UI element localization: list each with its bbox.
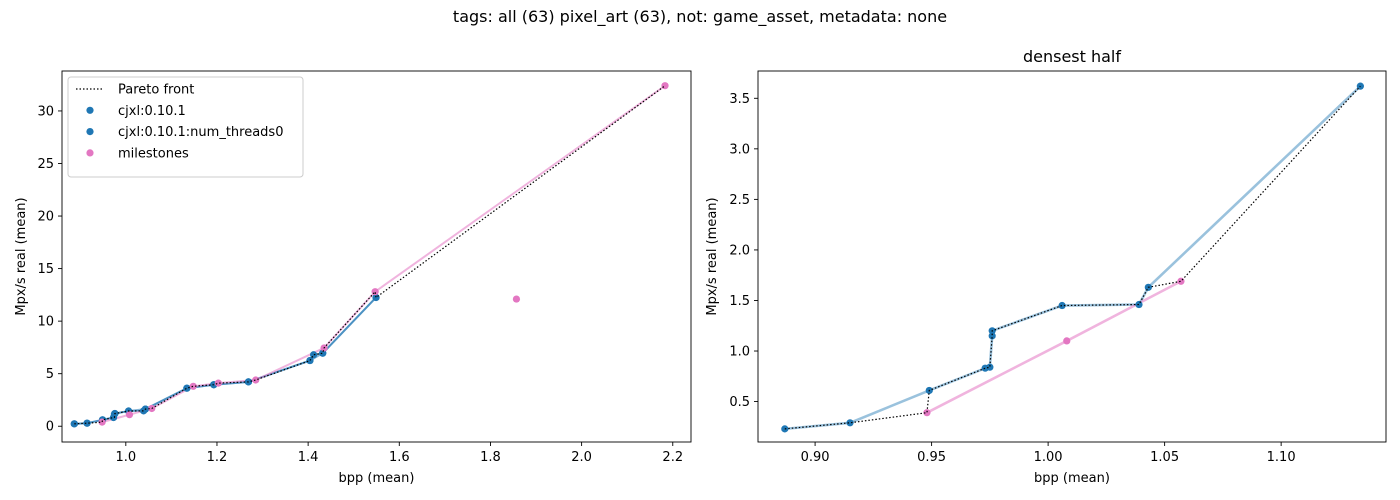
series-line-cjxl-0-10-1-num-threads0	[74, 296, 377, 425]
x-tick-label: 1.6	[389, 450, 410, 465]
y-tick-label: 2.5	[729, 193, 750, 208]
x-tick-label: 2.0	[571, 450, 592, 465]
x-tick-label: 1.4	[298, 450, 319, 465]
data-point-cjxl-0-10-1-num-threads0	[83, 419, 91, 427]
data-point-cjxl-0-10-1	[1135, 300, 1143, 309]
x-tick-label: 0.95	[917, 450, 946, 465]
data-point-cjxl-0-10-1	[986, 363, 994, 371]
legend-label: cjxl:0.10.1	[118, 104, 186, 119]
pareto-front-line	[784, 85, 1361, 430]
legend-swatch	[86, 106, 94, 114]
x-tick-label: 1.10	[1267, 450, 1296, 465]
y-tick-label: 30	[37, 104, 54, 119]
y-tick-label: 20	[37, 210, 54, 225]
axes-frame	[61, 70, 692, 443]
chart-title: densest half	[1023, 47, 1121, 66]
data-point-milestones	[1063, 337, 1071, 345]
y-tick-label: 0.5	[729, 395, 750, 410]
data-point-cjxl-0-10-1-num-threads0	[306, 356, 314, 365]
data-point-milestones	[923, 409, 931, 417]
x-tick-label: 1.8	[480, 450, 501, 465]
chart-panel-2: densest half 0.90 0.95 1.00 1.05 1.10 0.5 1.0 1.…	[705, 47, 1387, 486]
data-point-milestones	[189, 382, 197, 390]
y-tick-label: 0	[46, 420, 54, 435]
data-point-milestones	[661, 82, 669, 90]
y-tick-label: 5	[46, 367, 54, 382]
y-tick-label: 10	[37, 315, 54, 330]
data-point-milestones	[252, 376, 260, 384]
series-line-milestones	[926, 280, 1182, 414]
x-tick-label: 1.2	[207, 450, 228, 465]
y-tick-label: 15	[37, 262, 54, 277]
y-tick-label: 2.0	[729, 243, 750, 258]
y-tick-label: 1.5	[729, 294, 750, 309]
figure-title: tags: all (63) pixel_art (63), not: game…	[452, 7, 948, 26]
data-point-milestones	[98, 418, 106, 426]
data-point-cjxl-0-10-1-num-threads0	[183, 384, 191, 392]
y-axis-label: Mpx/s real (mean)	[14, 197, 29, 315]
y-tick-label: 3.5	[729, 92, 750, 107]
y-axis-label: Mpx/s real (mean)	[705, 197, 720, 315]
legend-label: milestones	[118, 146, 189, 161]
series-line-cjxl-0-10-1	[784, 85, 1362, 431]
x-tick-label: 1.0	[115, 450, 136, 465]
x-tick-label: 2.2	[662, 450, 683, 465]
legend-swatch	[86, 128, 94, 136]
y-tick-label: 1.0	[729, 345, 750, 360]
data-point-milestones	[512, 295, 521, 303]
data-point-cjxl-0-10-1	[846, 419, 854, 427]
pareto-front-line	[74, 85, 666, 425]
y-tick-label: 3.0	[729, 142, 750, 157]
data-point-cjxl-0-10-1	[988, 332, 996, 340]
axes-frame	[757, 70, 1387, 443]
data-point-milestones	[1177, 277, 1185, 285]
chart-panel-1: 1.0 1.2 1.4 1.6 1.8 2.0 2.2 0 5 10 15 20 25 30 bpp (me…	[14, 70, 692, 486]
x-tick-label: 0.90	[801, 450, 830, 465]
x-axis-label: bpp (mean)	[1034, 471, 1110, 486]
data-point-cjxl-0-10-1	[1058, 301, 1066, 310]
data-point-milestones	[214, 379, 222, 387]
legend-swatch	[86, 149, 94, 157]
legend: Pareto front cjxl:0.10.1 cjxl:0.10.1:num_t…	[67, 76, 304, 178]
legend-label: Pareto front	[118, 83, 194, 98]
y-tick-label: 25	[37, 157, 54, 172]
data-point-milestones	[371, 288, 379, 296]
x-axis-label: bpp (mean)	[339, 471, 415, 486]
series-line-cjxl-0-10-1	[74, 296, 377, 425]
x-tick-label: 1.05	[1150, 450, 1179, 465]
x-tick-label: 1.00	[1034, 450, 1063, 465]
data-point-milestones	[125, 411, 134, 419]
legend-label: cjxl:0.10.1:num_threads0	[118, 125, 283, 140]
legend-box	[67, 76, 304, 178]
